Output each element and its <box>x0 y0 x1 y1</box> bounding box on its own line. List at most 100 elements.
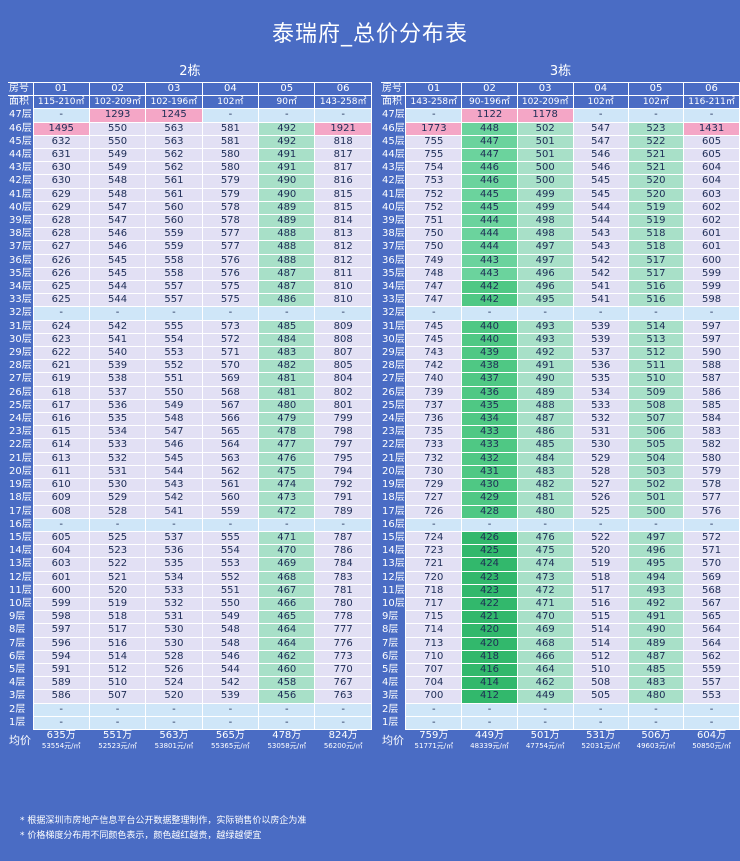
price-cell: 535 <box>145 557 203 572</box>
price-cell: 435 <box>461 398 518 414</box>
average-cell: 551万 52523元/㎡ <box>89 729 145 752</box>
price-cell: 700 <box>405 689 463 704</box>
floor-label: 11层 <box>381 584 407 598</box>
floor-row: 21层 613 532 545 563 476 795 <box>8 451 372 466</box>
price-cell: 534 <box>145 570 203 585</box>
floor-label: 28层 <box>8 359 34 373</box>
price-cell: 531 <box>88 464 147 480</box>
price-table: 房号 01 02 03 04 05 06 面积 115-210㎡ 102-209㎡ 102-196㎡… <box>8 81 372 752</box>
price-cell: 723 <box>405 544 463 559</box>
unit-number-header-cell: 04 <box>572 81 629 97</box>
price-cell: 630 <box>32 174 90 189</box>
average-unit-price: 53058元/㎡ <box>267 741 307 750</box>
price-cell: 704 <box>405 676 463 691</box>
price-cell: 485 <box>516 438 574 453</box>
price-cell: 496 <box>627 544 685 559</box>
footnote-source: * 根据深圳市房地产信息平台公开数据整理制作，实际销售价以房企为准 <box>20 816 307 826</box>
floor-row: 35层 626 545 558 576 487 811 <box>8 266 372 282</box>
price-cell: 576 <box>201 253 260 268</box>
floor-label: 13层 <box>8 557 34 572</box>
price-cell: - <box>88 715 147 730</box>
price-cell: 726 <box>405 504 463 519</box>
floor-row: 22层 733 433 485 530 505 582 <box>381 438 740 453</box>
price-cell: 516 <box>88 636 147 651</box>
price-cell: 604 <box>32 544 90 559</box>
price-cell: - <box>145 517 203 532</box>
floor-row: 10层 717 422 471 516 492 567 <box>381 596 740 612</box>
floor-row: 16层 - - - - - - <box>381 517 740 532</box>
price-cell: 564 <box>683 623 740 638</box>
price-cell: 465 <box>258 610 316 625</box>
price-cell: 580 <box>201 161 260 176</box>
price-cell: - <box>683 108 740 123</box>
floor-label: 22层 <box>381 438 407 453</box>
price-cell: 797 <box>314 438 372 453</box>
floor-label: 36层 <box>381 254 407 268</box>
price-cell: 491 <box>516 359 574 374</box>
price-cell: 557 <box>683 676 740 691</box>
price-cell: 534 <box>572 385 629 400</box>
price-cell: - <box>88 517 147 532</box>
price-cell: 575 <box>201 280 260 295</box>
price-cell: 541 <box>88 332 147 348</box>
price-cell: 810 <box>314 293 372 308</box>
price-cell: 490 <box>258 187 316 202</box>
floor-row: 22层 614 533 546 564 477 797 <box>8 438 372 453</box>
price-cell: 467 <box>258 583 316 598</box>
price-cell: 1293 <box>88 108 147 123</box>
price-cell: 752 <box>405 187 463 202</box>
price-cell: 814 <box>314 214 372 229</box>
average-unit-price: 49603元/㎡ <box>636 741 676 750</box>
price-cell: 548 <box>145 412 203 427</box>
price-cell: 743 <box>405 346 463 361</box>
price-cell: - <box>258 702 316 717</box>
floor-label: 1层 <box>381 716 407 730</box>
price-cell: 562 <box>145 148 203 163</box>
price-cell: 599 <box>683 280 740 295</box>
floor-label: 47层 <box>8 108 34 123</box>
unit-area-header-cell: 143-258㎡ <box>405 95 463 110</box>
price-cell: 1431 <box>683 121 740 136</box>
price-cell: 1921 <box>314 121 372 136</box>
floor-label: 44层 <box>381 148 407 162</box>
price-cell: 544 <box>572 214 629 229</box>
price-cell: - <box>683 702 740 717</box>
floor-row: 30层 623 541 554 572 484 808 <box>8 332 372 348</box>
unit-area-header-row: 面积 115-210㎡ 102-209㎡ 102-196㎡ 102㎡ 90㎡ 143-258… <box>8 95 372 110</box>
floor-row: 20层 730 431 483 528 503 579 <box>381 464 740 480</box>
price-cell: 502 <box>516 121 574 136</box>
price-cell: 611 <box>32 464 90 480</box>
floor-label: 41层 <box>8 188 34 202</box>
floor-row: 31层 745 440 493 539 514 597 <box>381 319 740 334</box>
price-cell: - <box>32 702 90 717</box>
price-cell: - <box>201 517 260 532</box>
price-cell: - <box>572 702 629 717</box>
floor-row: 34层 747 442 496 541 516 599 <box>381 280 740 295</box>
price-cell: 484 <box>516 451 574 466</box>
floor-row: 39层 628 547 560 578 489 814 <box>8 214 372 229</box>
price-cell: 462 <box>258 649 316 664</box>
price-cell: 530 <box>145 636 203 651</box>
price-cell: 621 <box>32 359 90 374</box>
floor-label: 3层 <box>381 689 407 704</box>
price-cell: 581 <box>201 121 260 136</box>
price-cell: 529 <box>88 491 147 506</box>
floor-row: 21层 732 432 484 529 504 580 <box>381 451 740 466</box>
price-cell: 564 <box>683 636 740 651</box>
price-cell: 763 <box>314 689 372 704</box>
price-cell: 473 <box>258 491 316 506</box>
price-cell: 770 <box>314 662 372 678</box>
price-cell: 530 <box>145 623 203 638</box>
price-cell: 544 <box>88 280 147 295</box>
floor-row: 24层 736 434 487 532 507 584 <box>381 412 740 427</box>
average-label: 均价 <box>9 733 31 747</box>
price-cell: 480 <box>516 504 574 519</box>
price-cell: 494 <box>627 570 685 585</box>
floor-row: 45层 632 550 563 581 492 818 <box>8 134 372 150</box>
price-cell: 475 <box>258 464 316 480</box>
unit-number-header-cell: 04 <box>201 81 260 97</box>
price-cell: 470 <box>516 610 574 625</box>
floor-row: 15层 724 426 476 522 497 572 <box>381 530 740 546</box>
unit-number-header-cell: 05 <box>627 81 685 97</box>
floor-row: 3层 586 507 520 539 456 763 <box>8 689 372 704</box>
